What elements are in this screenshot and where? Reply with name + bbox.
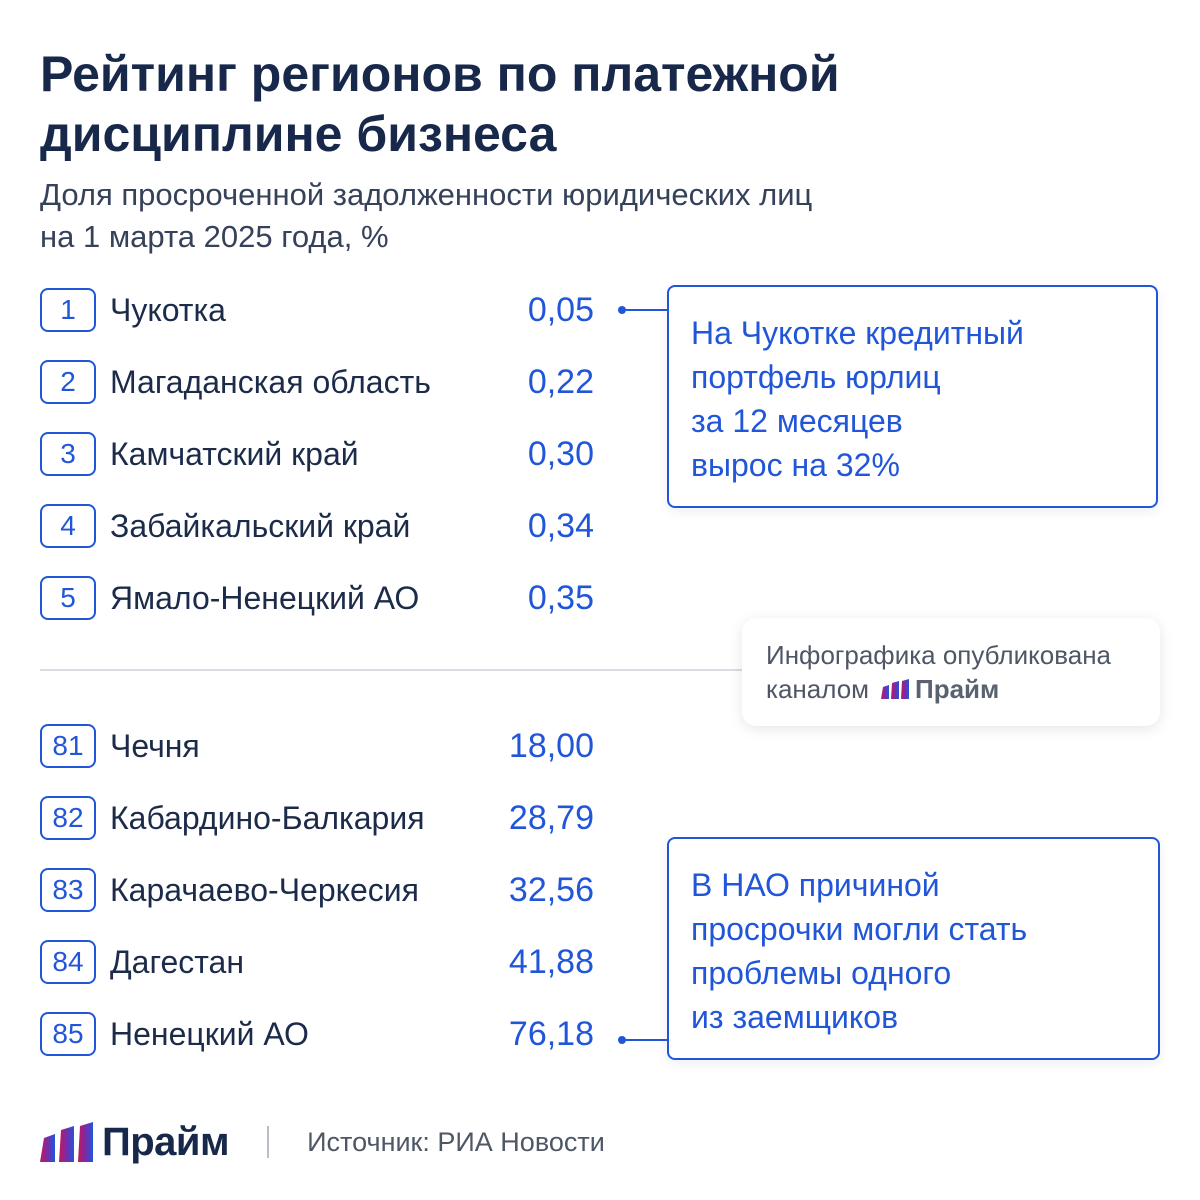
region-value: 76,18	[508, 1015, 594, 1053]
prime-mini-logo: Прайм	[881, 672, 999, 706]
footer-separator	[267, 1126, 270, 1158]
region-value: 28,79	[508, 799, 594, 837]
rank-badge: 85	[40, 1012, 96, 1056]
subtitle-line-2: на 1 марта 2025 года, %	[40, 219, 389, 254]
publication-note-line-2: каналом Прайм	[766, 672, 1136, 706]
ranking-row-4: 4 Забайкальский край 0,34	[40, 502, 600, 550]
title-line-2: дисциплине бизнеса	[40, 106, 557, 162]
subtitle-line-1: Доля просроченной задолженности юридичес…	[40, 177, 813, 212]
ranking-row-85: 85 Ненецкий АО 76,18	[40, 1010, 600, 1058]
prime-bars-logo-icon	[40, 1122, 93, 1162]
annotation-nao: В НАО причиной просрочки могли стать про…	[667, 837, 1160, 1060]
footer: Прайм Источник: РИА Новости	[40, 1118, 605, 1166]
ranking-row-82: 82 Кабардино-Балкария 28,79	[40, 794, 600, 842]
publication-note: Инфографика опубликована каналом Прайм	[742, 618, 1160, 726]
connector-line	[626, 309, 668, 311]
rank-badge: 84	[40, 940, 96, 984]
region-name: Магаданская область	[110, 363, 431, 400]
annotation-line: из заемщиков	[691, 999, 899, 1035]
region-value: 0,05	[527, 291, 594, 329]
region-name: Камчатский край	[110, 435, 359, 472]
region-value: 0,22	[527, 363, 594, 401]
region-value: 18,00	[508, 727, 594, 765]
page-title: Рейтинг регионов по платежной дисциплине…	[40, 44, 840, 164]
ranking-row-1: 1 Чукотка 0,05	[40, 286, 600, 334]
region-value: 32,56	[508, 871, 594, 909]
ranking-row-84: 84 Дагестан 41,88	[40, 938, 600, 986]
prime-logo: Прайм	[40, 1119, 230, 1165]
rank-badge: 82	[40, 796, 96, 840]
region-name: Ненецкий АО	[110, 1015, 309, 1052]
prime-bars-logo-icon	[881, 679, 910, 699]
region-name: Ямало-Ненецкий АО	[110, 579, 420, 616]
annotation-line: просрочки могли стать	[691, 911, 1028, 947]
footer-brand: Прайм	[102, 1119, 230, 1164]
region-value: 0,35	[527, 579, 594, 617]
ranking-row-5: 5 Ямало-Ненецкий АО 0,35	[40, 574, 600, 622]
connector-line	[626, 1039, 668, 1041]
annotation-line: вырос на 32%	[691, 447, 900, 483]
ranking-row-83: 83 Карачаево-Черкесия 32,56	[40, 866, 600, 914]
annotation-line: портфель юрлиц	[691, 359, 941, 395]
ranking-row-2: 2 Магаданская область 0,22	[40, 358, 600, 406]
region-name: Кабардино-Балкария	[110, 799, 425, 836]
section-divider	[40, 669, 1150, 671]
rank-badge: 4	[40, 504, 96, 548]
source-text: Источник: РИА Новости	[307, 1126, 605, 1157]
annotation-chukotka: На Чукотке кредитный портфель юрлиц за 1…	[667, 285, 1158, 508]
ranking-row-81: 81 Чечня 18,00	[40, 722, 600, 770]
region-name: Карачаево-Черкесия	[110, 871, 419, 908]
region-name: Чечня	[110, 727, 200, 764]
region-name: Забайкальский край	[110, 507, 411, 544]
region-value: 0,34	[527, 507, 594, 545]
region-name: Дагестан	[110, 943, 244, 980]
annotation-connector-1	[618, 306, 668, 314]
annotation-line: В НАО причиной	[691, 867, 940, 903]
region-value: 41,88	[508, 943, 594, 981]
annotation-line: На Чукотке кредитный	[691, 315, 1024, 351]
annotation-line: за 12 месяцев	[691, 403, 903, 439]
region-name: Чукотка	[110, 291, 226, 328]
rank-badge: 3	[40, 432, 96, 476]
page-subtitle: Доля просроченной задолженности юридичес…	[40, 174, 812, 258]
connector-dot	[618, 1036, 626, 1044]
publication-note-brand: Прайм	[915, 674, 1000, 704]
rank-badge: 5	[40, 576, 96, 620]
connector-dot	[618, 306, 626, 314]
rank-badge: 2	[40, 360, 96, 404]
region-value: 0,30	[527, 435, 594, 473]
rank-badge: 1	[40, 288, 96, 332]
annotation-connector-85	[618, 1036, 668, 1044]
publication-note-line-1: Инфографика опубликована	[766, 640, 1112, 670]
rank-badge: 81	[40, 724, 96, 768]
ranking-row-3: 3 Камчатский край 0,30	[40, 430, 600, 478]
title-line-1: Рейтинг регионов по платежной	[40, 46, 840, 102]
publication-note-channel-label: каналом	[766, 674, 870, 704]
rank-badge: 83	[40, 868, 96, 912]
annotation-line: проблемы одного	[691, 955, 952, 991]
